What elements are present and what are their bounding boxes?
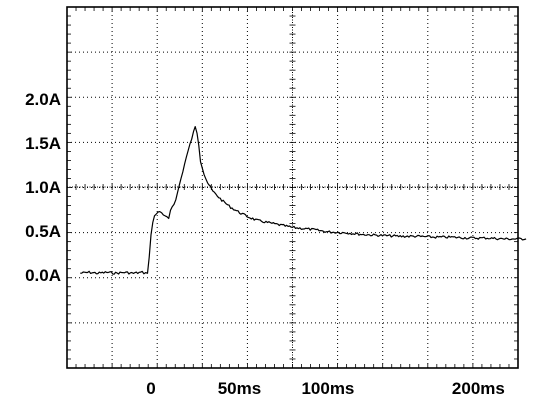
y-tick-label: 0.5A: [25, 222, 61, 241]
y-tick-label: 1.0A: [25, 178, 61, 197]
x-axis-tick-labels: 0 50ms 100ms 200ms: [146, 379, 505, 398]
current-trace: [80, 126, 527, 275]
y-tick-label: 1.5A: [25, 134, 61, 153]
y-tick-label: 2.0A: [25, 90, 61, 109]
x-tick-label: 200ms: [452, 379, 505, 398]
x-tick-label: 100ms: [301, 379, 354, 398]
oscilloscope-graticule: [66, 6, 519, 369]
x-tick-label: 0: [146, 379, 155, 398]
y-axis-tick-labels: 0.0A 0.5A 1.0A 1.5A 2.0A: [25, 90, 61, 285]
x-tick-label: 50ms: [218, 379, 261, 398]
trace-line-0: [80, 126, 527, 275]
y-tick-label: 0.0A: [25, 266, 61, 285]
